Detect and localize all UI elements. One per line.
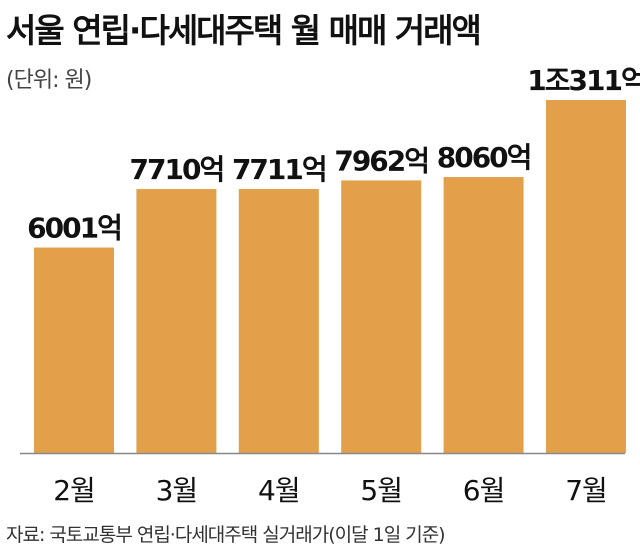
bar-3월 [136,189,217,454]
x-tick-label: 3월 [156,474,198,507]
chart-title: 서울 연립·다세대주택 월 매매 거래액 [6,11,482,50]
bar-2월 [34,247,114,453]
unit-note: (단위: 원) [6,68,92,93]
value-label: 7962억 [334,144,428,177]
bar-4월 [238,189,319,454]
source-note: 자료: 국토교통부 연립·다세대주택 실거래가(이달 1일 기준) [6,524,446,546]
x-tick-label: 6월 [463,474,505,507]
value-label: 8060억 [437,141,531,174]
x-tick-label: 7월 [565,474,607,507]
bar-5월 [341,180,422,453]
value-label: 7710억 [130,153,224,186]
bar-6월 [443,177,524,454]
x-tick-label: 5월 [360,474,402,507]
x-tick-label: 2월 [53,474,95,507]
value-label: 6001억 [27,212,121,245]
value-label: 7711억 [232,153,326,186]
bar-7월 [546,100,626,453]
x-tick-label: 4월 [258,474,300,507]
value-label: 1조311억 [527,64,640,97]
